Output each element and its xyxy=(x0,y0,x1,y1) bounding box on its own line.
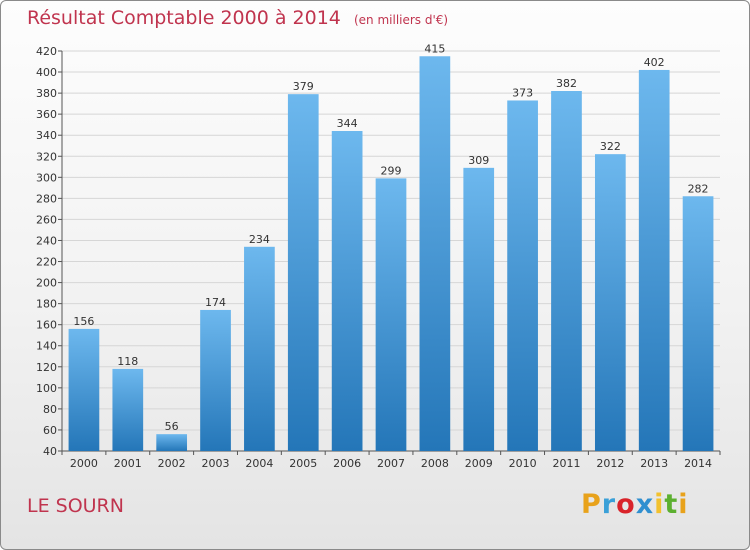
y-tick-label: 220 xyxy=(36,256,57,269)
bar xyxy=(200,309,231,451)
y-tick-label: 80 xyxy=(43,403,57,416)
y-tick-label: 360 xyxy=(36,108,57,121)
y-tick-label: 140 xyxy=(36,340,57,353)
x-tick-label: 2002 xyxy=(158,457,186,470)
y-tick-label: 120 xyxy=(36,361,57,374)
y-tick-label: 340 xyxy=(36,129,57,142)
bar xyxy=(551,91,582,451)
y-tick-label: 40 xyxy=(43,445,57,458)
logo-letter: t xyxy=(664,489,679,520)
x-tick-label: 2006 xyxy=(333,457,361,470)
y-tick-label: 320 xyxy=(36,150,57,163)
x-tick-label: 2008 xyxy=(421,457,449,470)
chart-title-unit: (en milliers d'€) xyxy=(353,13,449,27)
bar xyxy=(112,368,144,451)
bar-value-label: 309 xyxy=(468,154,489,167)
y-tick-label: 400 xyxy=(36,66,57,79)
y-tick-label: 160 xyxy=(36,319,57,332)
bar xyxy=(682,196,714,451)
proxiti-logo[interactable]: Proxiti xyxy=(581,489,689,520)
bar xyxy=(331,131,363,451)
bar-value-label: 56 xyxy=(165,420,179,433)
bar xyxy=(419,56,451,452)
y-tick-label: 420 xyxy=(36,45,57,58)
bar xyxy=(287,94,319,451)
bar xyxy=(594,154,626,451)
y-tick-label: 280 xyxy=(36,192,57,205)
x-tick-label: 2013 xyxy=(640,457,668,470)
bar-value-label: 322 xyxy=(600,140,621,153)
y-tick-label: 200 xyxy=(36,277,57,290)
bars xyxy=(68,56,714,452)
y-tick-label: 260 xyxy=(36,213,57,226)
bar xyxy=(507,100,538,451)
bar xyxy=(375,178,407,452)
x-tick-label: 2001 xyxy=(114,457,142,470)
bar-value-label: 415 xyxy=(424,42,445,55)
logo-letter: i xyxy=(678,489,689,520)
bar-value-label: 373 xyxy=(512,86,533,99)
x-tick-label: 2010 xyxy=(509,457,537,470)
x-tick-label: 2004 xyxy=(245,457,273,470)
x-tick-label: 2007 xyxy=(377,457,405,470)
y-tick-label: 100 xyxy=(36,382,57,395)
bar xyxy=(244,246,275,451)
bar-value-label: 282 xyxy=(688,182,709,195)
bar xyxy=(68,328,100,451)
bar-value-label: 379 xyxy=(293,80,314,93)
x-tick-label: 2003 xyxy=(202,457,230,470)
x-tick-label: 2005 xyxy=(289,457,317,470)
bar xyxy=(638,69,670,452)
bar-value-label: 402 xyxy=(644,56,665,69)
logo-letter: r xyxy=(601,489,617,520)
axes: 40 60 80 100 120 140 160 180 200 220 240 260 280 300 3… xyxy=(36,45,721,470)
y-tick-label: 300 xyxy=(36,171,57,184)
bar-value-label: 234 xyxy=(249,233,270,246)
chart-title: Résultat Comptable 2000 à 2014 (en milli… xyxy=(27,7,448,29)
logo-letter: i xyxy=(654,489,665,520)
value-labels: 156 118 56 174 234 379 344 299 415 309 373 382 322 40… xyxy=(73,42,708,433)
bar-value-label: 118 xyxy=(117,355,138,368)
x-tick-label: 2012 xyxy=(596,457,624,470)
commune-name: LE SOURN xyxy=(27,495,124,517)
bar-value-label: 174 xyxy=(205,296,226,309)
logo-letter: P xyxy=(581,489,602,520)
bar-value-label: 156 xyxy=(73,315,94,328)
x-tick-label: 2014 xyxy=(684,457,712,470)
bar-value-label: 299 xyxy=(381,164,402,177)
y-tick-label: 60 xyxy=(43,424,57,437)
bar-value-label: 382 xyxy=(556,77,577,90)
chart-title-main: Résultat Comptable 2000 à 2014 xyxy=(27,7,341,29)
bar-value-label: 344 xyxy=(337,117,358,130)
y-tick-label: 380 xyxy=(36,87,57,100)
x-tick-label: 2009 xyxy=(465,457,493,470)
x-tick-label: 2011 xyxy=(552,457,580,470)
x-tick-label: 2000 xyxy=(70,457,98,470)
y-tick-label: 180 xyxy=(36,298,57,311)
y-tick-label: 240 xyxy=(36,234,57,247)
logo-letter: o xyxy=(616,489,636,520)
bar xyxy=(156,434,188,451)
logo-letter: x xyxy=(635,489,655,520)
bar xyxy=(463,167,495,451)
